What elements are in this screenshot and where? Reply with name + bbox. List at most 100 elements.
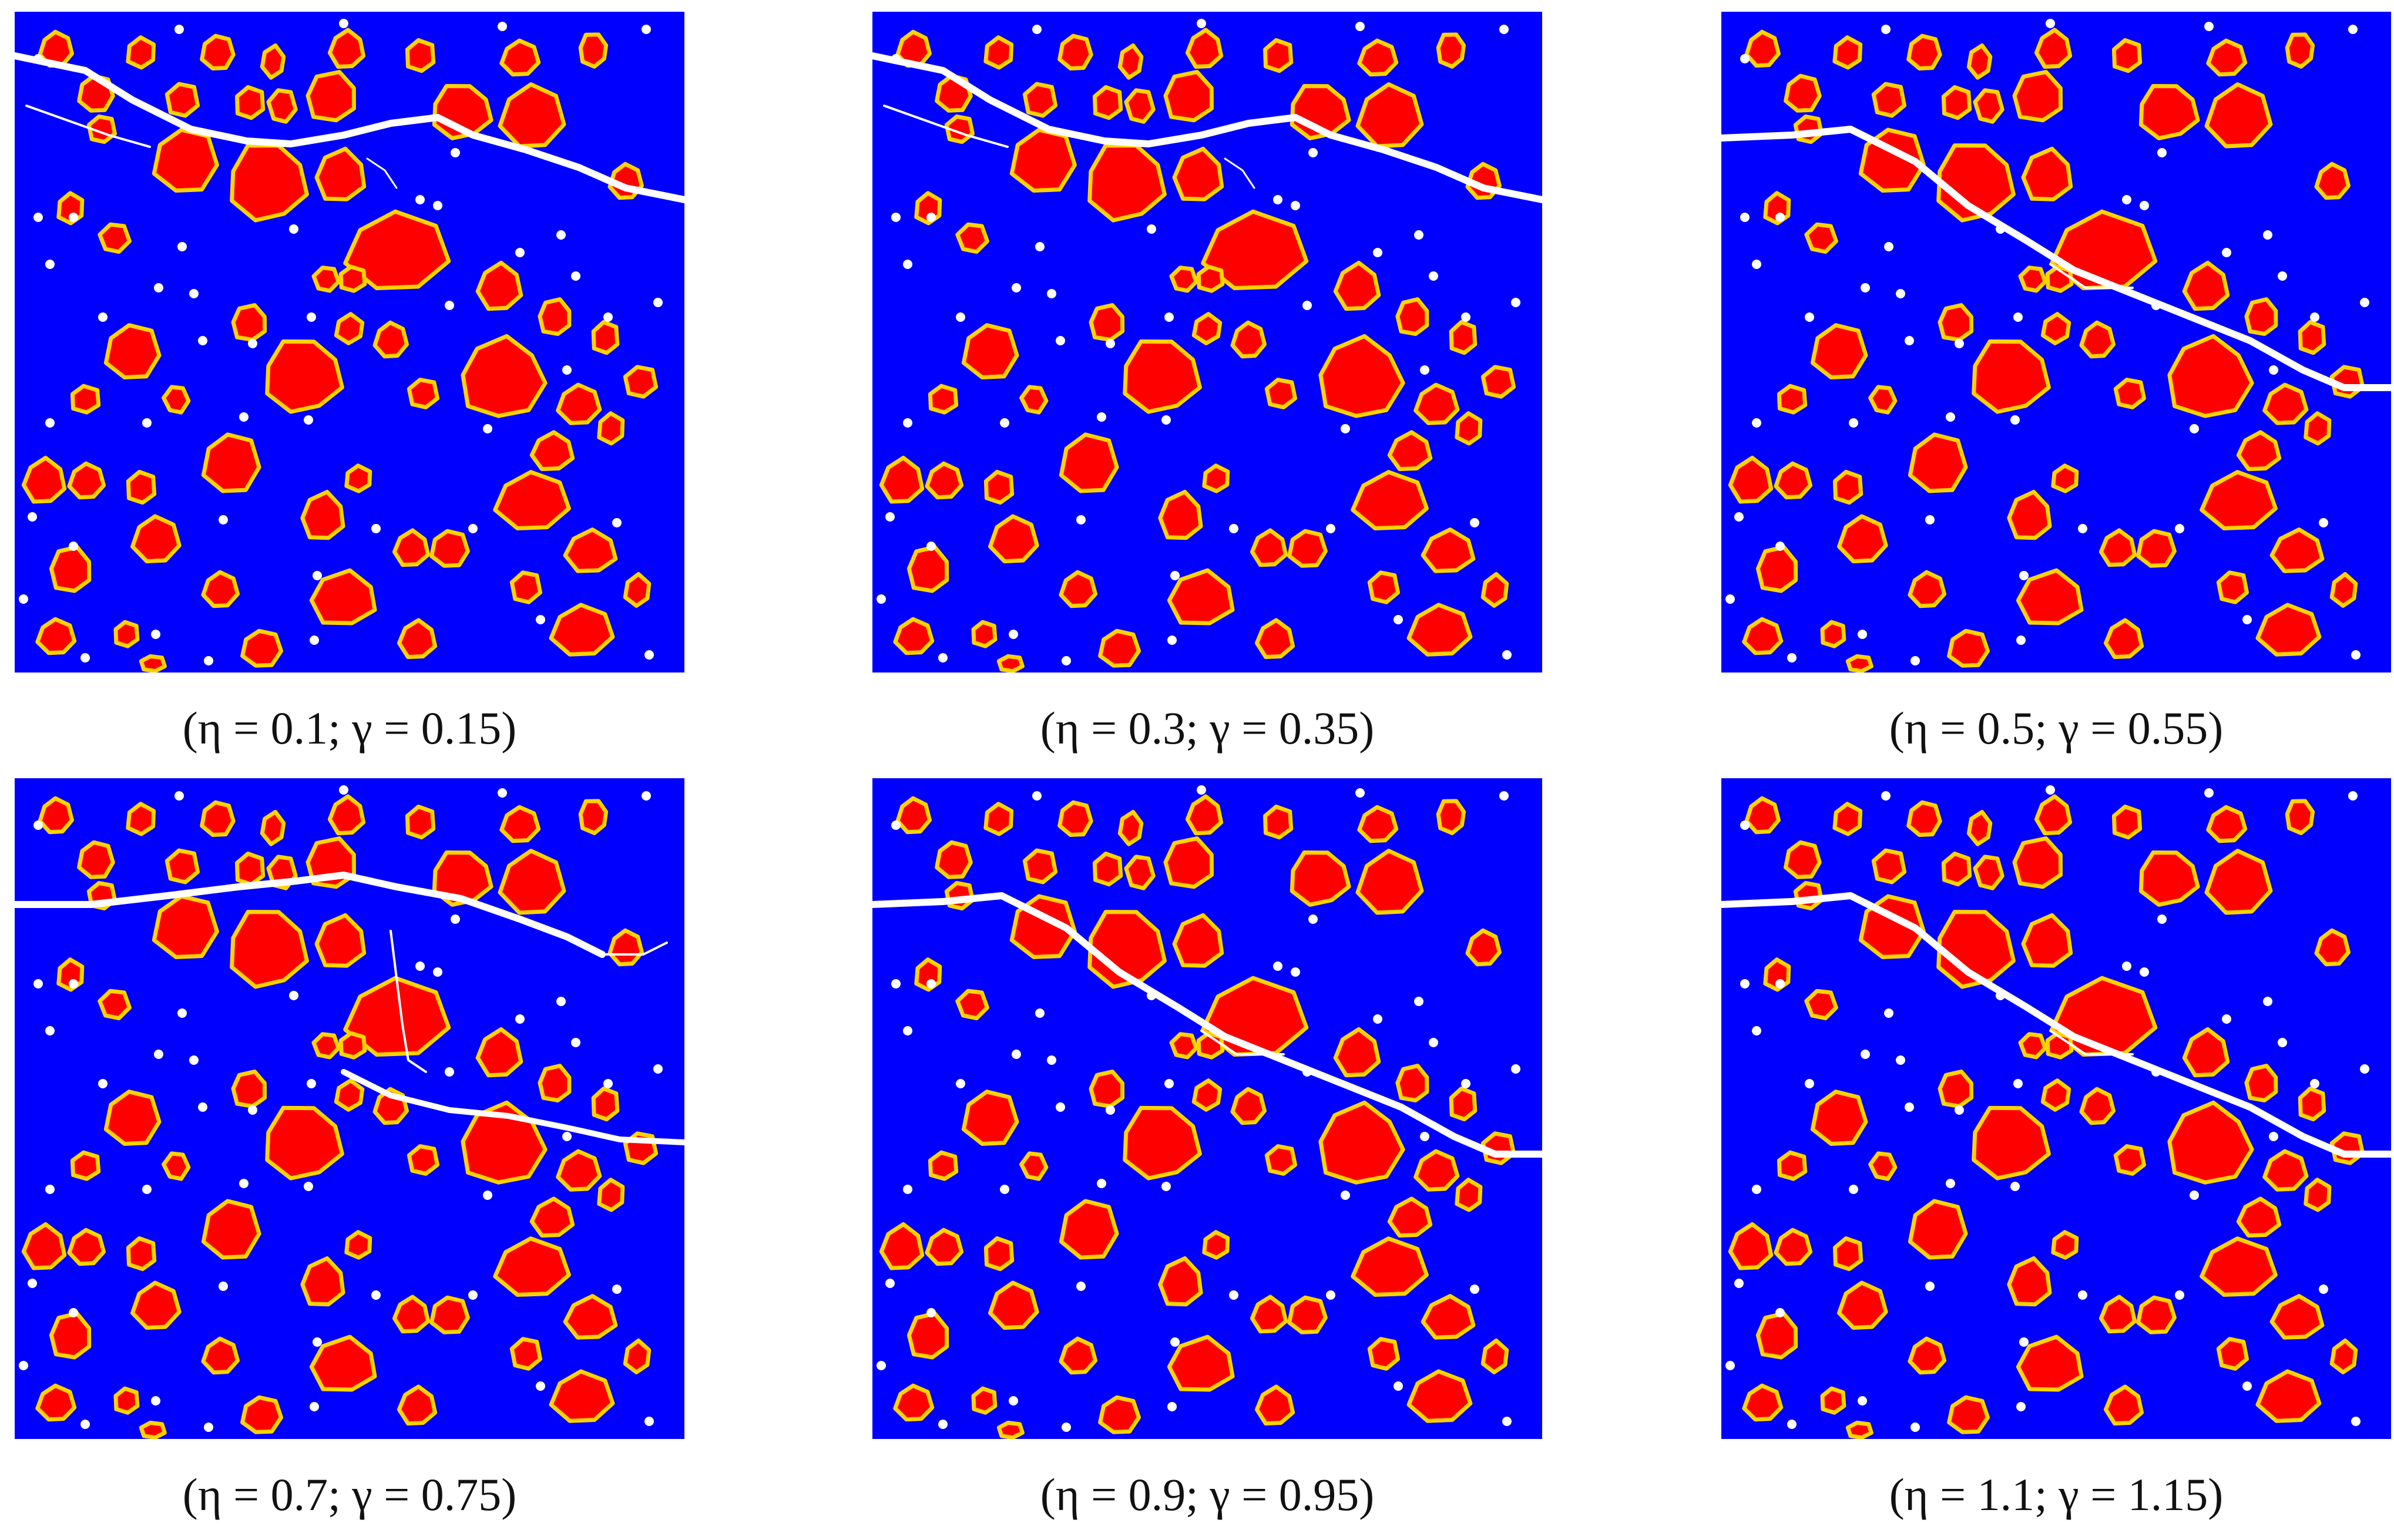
aggregate-particle xyxy=(2034,28,2073,69)
aggregate-particle xyxy=(2204,849,2273,915)
aggregate-particle xyxy=(405,804,436,840)
pore xyxy=(1167,635,1177,645)
pore xyxy=(926,1308,936,1317)
crack-path xyxy=(2049,1030,2134,1055)
aggregate-particle xyxy=(1098,1395,1141,1434)
aggregate-particle xyxy=(1480,365,1516,399)
gamma-value: 0.95 xyxy=(1278,1469,1359,1520)
aggregate-particle xyxy=(1436,32,1466,69)
pore xyxy=(2242,1381,2252,1391)
aggregate-particle xyxy=(21,456,67,504)
aggregate-particle xyxy=(1742,617,1784,655)
aggregate-particle xyxy=(1744,29,1781,68)
aggregate-particle xyxy=(1059,1336,1098,1375)
pore xyxy=(307,1079,316,1088)
pore xyxy=(310,635,319,645)
pore xyxy=(45,1185,55,1194)
pore xyxy=(1461,1079,1470,1088)
pore xyxy=(2190,1191,2199,1200)
pore xyxy=(2016,1402,2026,1411)
pore xyxy=(204,656,213,665)
pore xyxy=(1047,1055,1056,1065)
aggregate-particle xyxy=(2113,378,2146,409)
pore xyxy=(877,1361,886,1370)
crack-path xyxy=(366,157,398,189)
pore xyxy=(1097,412,1106,422)
aggregate-particle xyxy=(300,1256,345,1307)
aggregate-particle xyxy=(309,1334,377,1392)
pore xyxy=(1355,788,1365,798)
pore xyxy=(2019,571,2029,580)
pore xyxy=(612,1285,622,1294)
aggregate-particle xyxy=(300,490,345,540)
pore xyxy=(2157,148,2167,157)
aggregate-particle xyxy=(2298,320,2326,355)
pore xyxy=(2175,1290,2184,1300)
aggregate-particle xyxy=(2298,1086,2326,1122)
aggregate-particle xyxy=(35,617,77,655)
aggregate-particle xyxy=(906,545,949,593)
aggregate-particle xyxy=(2111,804,2143,840)
concrete-mesostructure-image xyxy=(15,778,684,1439)
pore xyxy=(45,1026,55,1035)
aggregate-particle xyxy=(2269,527,2325,573)
aggregate-particle xyxy=(201,432,261,493)
pore xyxy=(2122,195,2131,204)
crack-path xyxy=(390,930,427,1073)
aggregate-particle xyxy=(879,456,925,504)
pore xyxy=(1273,195,1282,204)
pore xyxy=(304,415,313,425)
aggregate-particle xyxy=(113,620,140,648)
pore xyxy=(1740,213,1750,222)
aggregate-particle xyxy=(1810,1090,1868,1146)
pore xyxy=(1420,1132,1429,1141)
pore xyxy=(313,1337,322,1347)
aggregate-particle xyxy=(407,378,439,409)
aggregate-particle xyxy=(1098,628,1141,668)
pore xyxy=(1905,1102,1914,1112)
pore xyxy=(33,979,43,988)
aggregate-particle xyxy=(556,382,602,425)
pore xyxy=(142,418,152,428)
aggregate-particle xyxy=(1966,43,1993,80)
pore xyxy=(1229,1290,1238,1300)
crack-path xyxy=(1224,157,1255,189)
aggregate-particle xyxy=(1254,1384,1295,1426)
aggregate-particle xyxy=(563,1294,618,1340)
pore xyxy=(1062,656,1071,665)
aggregate-particle xyxy=(372,320,409,359)
pore xyxy=(2204,788,2214,798)
crack-path xyxy=(15,52,684,203)
aggregate-particle xyxy=(1367,570,1400,604)
aggregate-particle xyxy=(1784,840,1822,879)
aggregate-particle xyxy=(493,470,571,530)
pore xyxy=(1341,424,1350,433)
eta-value: 0.3 xyxy=(1128,702,1186,754)
pore xyxy=(1775,979,1785,988)
aggregate-particle xyxy=(1089,303,1125,342)
aggregate-particle xyxy=(1089,1070,1125,1108)
aggregate-particle xyxy=(1774,1228,1813,1266)
panel-caption: (η = 0.3; γ = 0.35) xyxy=(1040,702,1375,754)
aggregate-particle xyxy=(240,628,283,668)
aggregate-particle xyxy=(201,1199,261,1260)
pore xyxy=(1858,1396,1867,1405)
pore xyxy=(1805,312,1814,322)
pore xyxy=(885,1279,895,1288)
aggregate-particle xyxy=(1290,850,1351,907)
aggregate-particle xyxy=(499,805,541,843)
pore xyxy=(2204,22,2214,31)
pore xyxy=(2360,298,2369,307)
aggregate-particle xyxy=(2329,1339,2358,1374)
pore xyxy=(1167,1402,1177,1411)
aggregate-particle xyxy=(2314,162,2351,200)
aggregate-particle xyxy=(1973,88,2004,124)
pore xyxy=(1925,515,1935,524)
pore xyxy=(2222,1014,2231,1024)
aggregate-particle xyxy=(538,1064,572,1102)
aggregate-particle xyxy=(1167,568,1235,626)
aggregate-particle xyxy=(429,1295,470,1334)
aggregate-particle xyxy=(2216,1337,2249,1371)
pore xyxy=(1012,283,1021,292)
pore xyxy=(1499,25,1509,34)
